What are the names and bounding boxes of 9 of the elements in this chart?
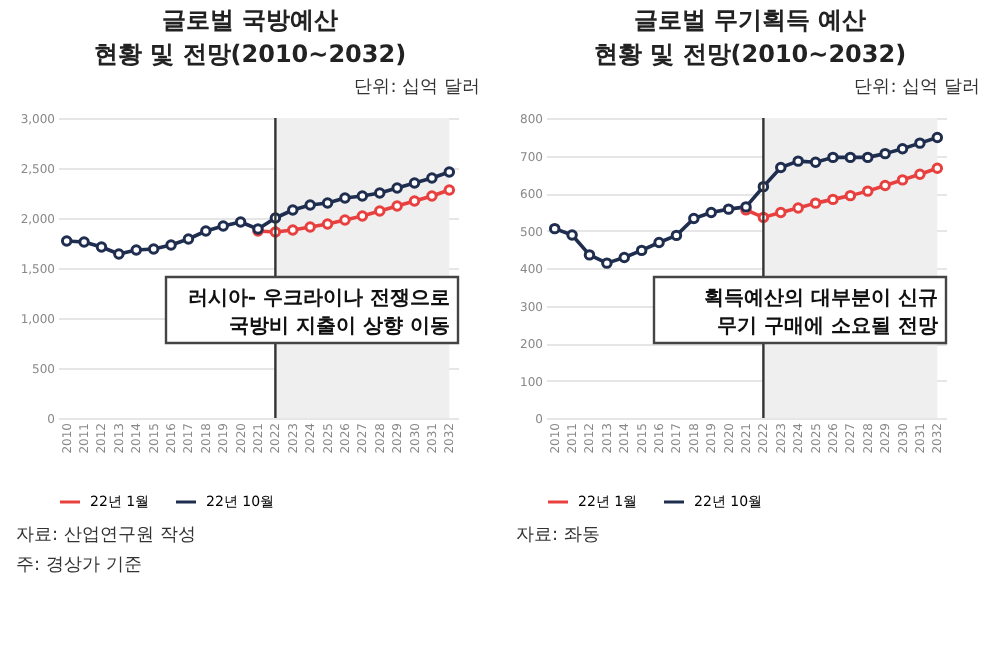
text: 주: 경상가 기준 bbox=[16, 554, 144, 578]
text: 자료: 산업연구원 작성 bbox=[16, 524, 198, 548]
text: 자료: 좌동 bbox=[516, 524, 602, 548]
chart-subtitle: 단위: 십억 달러 bbox=[352, 76, 480, 100]
chart-title: 글로벌 국방예산 현황 및 전망(2010~2032) bbox=[91, 4, 409, 72]
annotation: 러시아- 우크라이나 전쟁으로 국방비 지출이 상향 이동 bbox=[187, 288, 450, 338]
chart-subtitle: 단위: 십억 달러 bbox=[852, 76, 980, 100]
chart-title: 글로벌 무기획득 예산 현황 및 전망(2010~2032) bbox=[591, 4, 909, 72]
annotation: 획득예산의 대부분이 신규 무기 구매에 소요될 전망 bbox=[704, 288, 938, 338]
